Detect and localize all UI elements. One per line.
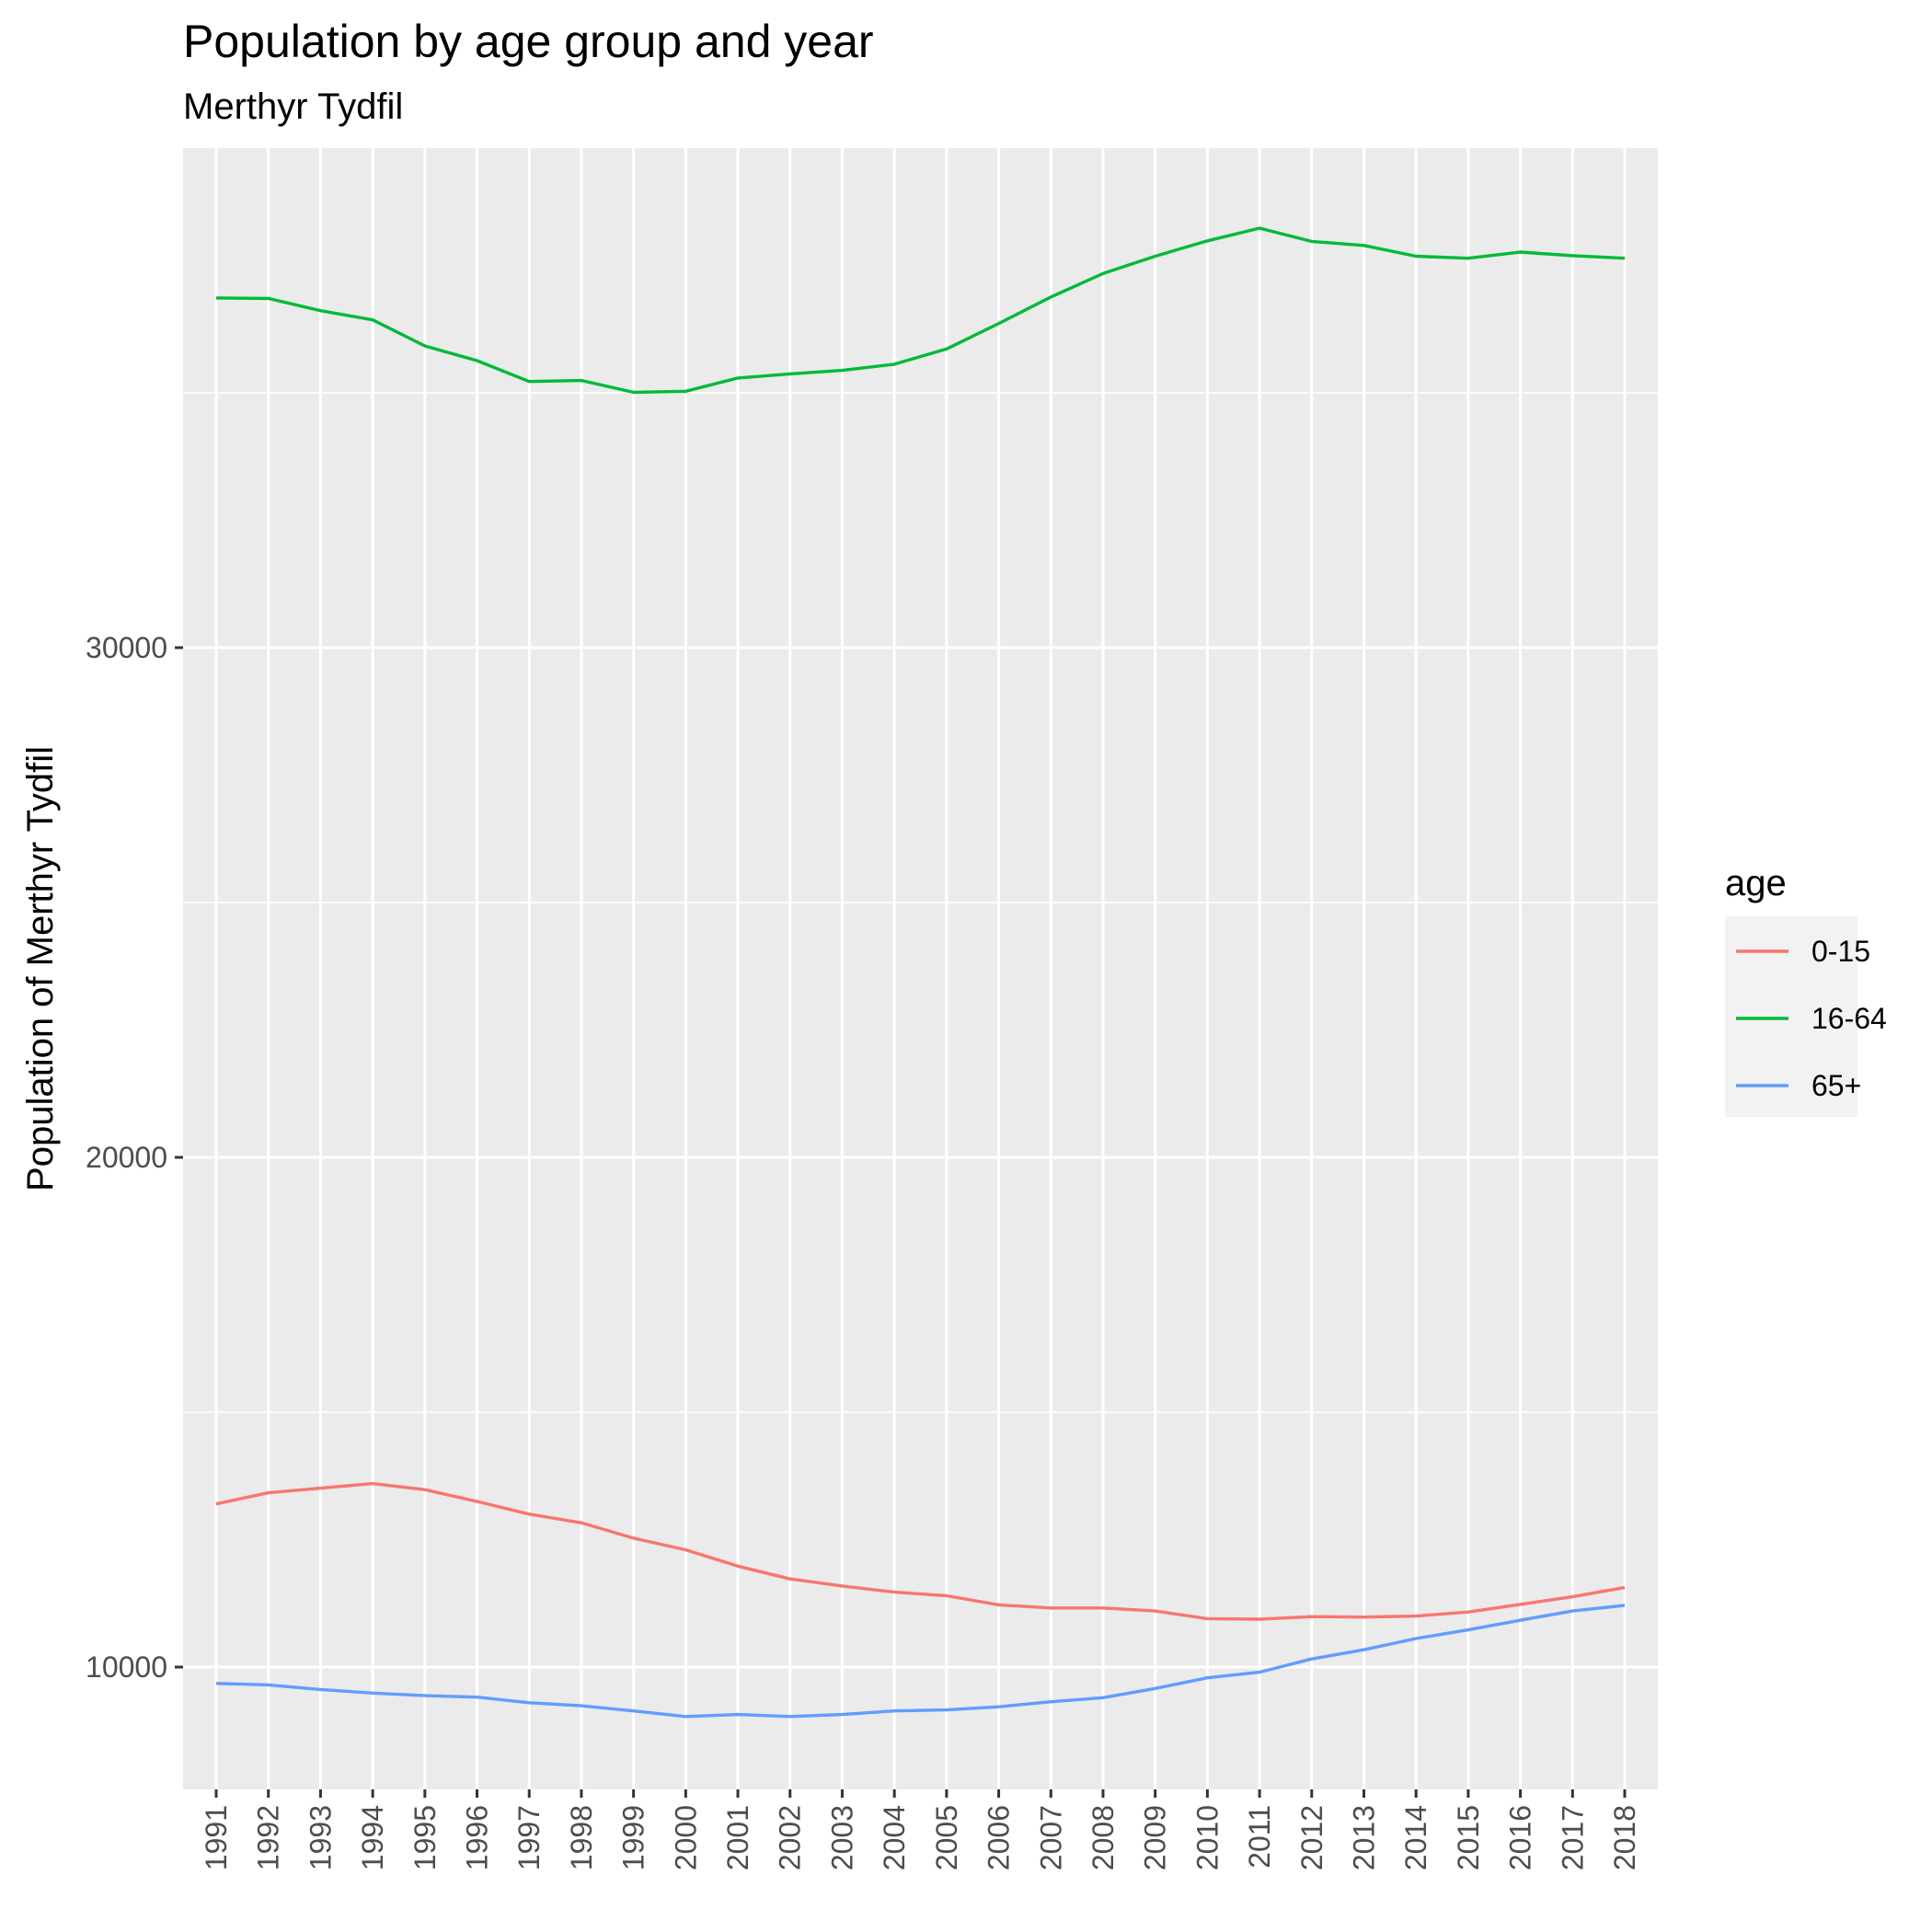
major-gridlines	[183, 148, 1658, 1789]
plot-panel	[183, 148, 1658, 1789]
x-tick-label: 2008	[1087, 1805, 1120, 1870]
x-tick-label: 1995	[408, 1805, 442, 1870]
x-tick-label: 1998	[565, 1805, 598, 1870]
x-tick-label: 2004	[878, 1805, 911, 1870]
x-tick-label: 2003	[825, 1805, 858, 1870]
x-tick-label: 2005	[930, 1805, 963, 1870]
x-tick-label: 1991	[200, 1805, 233, 1870]
x-tick-label: 2002	[774, 1805, 807, 1870]
x-tick-label: 2018	[1608, 1805, 1641, 1870]
x-tick-label: 2001	[721, 1805, 754, 1870]
x-tick-label: 2014	[1399, 1805, 1432, 1870]
x-tick-label: 2007	[1034, 1805, 1067, 1870]
legend-label: 65+	[1811, 1069, 1861, 1102]
y-axis-title: Population of Merthyr Tydfil	[20, 746, 61, 1191]
x-tick-label: 2017	[1556, 1805, 1589, 1870]
legend: age 0-15 16-64 65+	[1725, 863, 1887, 1117]
x-tick-label: 2006	[983, 1805, 1016, 1870]
chart-subtitle: Merthyr Tydfil	[183, 86, 403, 127]
legend-label: 16-64	[1811, 1002, 1887, 1035]
x-tick-label: 2000	[669, 1805, 702, 1870]
series-line-65+	[215, 1604, 1626, 1719]
x-tick-label: 1994	[356, 1805, 389, 1870]
x-tick-label: 2015	[1452, 1805, 1485, 1870]
x-tick-label: 1993	[304, 1805, 337, 1870]
minor-gridlines	[183, 392, 1658, 1413]
x-tick-label: 2011	[1243, 1805, 1276, 1869]
x-tick-label: 2016	[1504, 1805, 1537, 1870]
x-tick-label: 1992	[252, 1805, 285, 1870]
y-tick-label: 10000	[86, 1650, 167, 1684]
x-tick-label: 1999	[617, 1805, 650, 1870]
series-line-16-64	[215, 226, 1626, 395]
x-axis: 1991 1992 1993 1994 1995 1996 1997 1998 1999 2000…	[200, 1789, 1641, 1870]
series-line-0-15	[215, 1481, 1626, 1621]
series-lines	[215, 226, 1626, 1719]
x-tick-label: 2012	[1295, 1805, 1328, 1870]
legend-label: 0-15	[1811, 935, 1870, 968]
x-tick-label: 2013	[1347, 1805, 1380, 1870]
y-tick-label: 30000	[86, 631, 167, 664]
legend-title: age	[1725, 863, 1787, 903]
y-axis: 10000 20000 30000	[86, 631, 183, 1684]
x-tick-label: 2009	[1139, 1805, 1172, 1870]
x-tick-label: 2010	[1190, 1805, 1224, 1870]
y-tick-label: 20000	[86, 1141, 167, 1174]
x-tick-label: 1996	[461, 1805, 494, 1870]
x-tick-label: 1997	[512, 1805, 546, 1870]
chart-title: Population by age group and year	[183, 16, 874, 67]
